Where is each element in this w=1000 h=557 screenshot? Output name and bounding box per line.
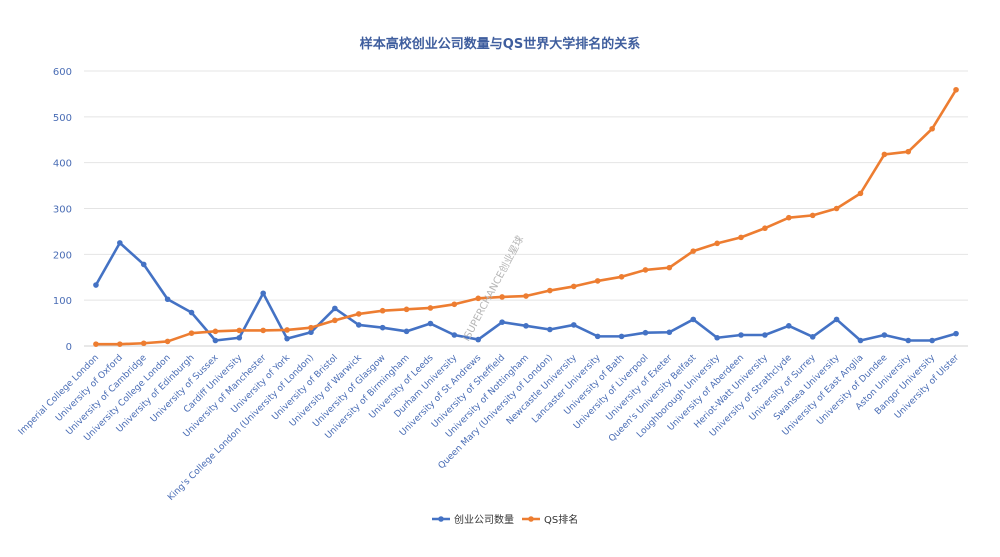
data-point bbox=[953, 86, 959, 93]
data-point bbox=[523, 293, 529, 299]
data-point bbox=[690, 248, 697, 254]
data-point bbox=[427, 320, 434, 327]
data-point bbox=[714, 334, 720, 341]
legend-marker bbox=[528, 516, 534, 522]
data-point bbox=[642, 267, 649, 273]
data-point bbox=[308, 329, 314, 336]
data-point bbox=[809, 212, 816, 219]
data-point bbox=[236, 327, 243, 334]
data-point bbox=[881, 151, 888, 158]
data-point bbox=[833, 316, 840, 323]
series-lines bbox=[93, 86, 959, 347]
data-point bbox=[905, 148, 912, 155]
data-point bbox=[475, 336, 482, 343]
data-point bbox=[857, 337, 864, 344]
data-point bbox=[547, 326, 553, 333]
chart-title: 样本高校创业公司数量与QS世界大学排名的关系 bbox=[360, 36, 640, 52]
data-point bbox=[379, 307, 386, 314]
data-point bbox=[953, 330, 959, 337]
data-point bbox=[905, 337, 912, 344]
data-point bbox=[260, 290, 266, 297]
legend-item: QS排名 bbox=[522, 513, 578, 526]
data-point bbox=[379, 324, 386, 331]
data-point bbox=[714, 240, 720, 247]
data-point bbox=[499, 294, 505, 300]
data-point bbox=[188, 309, 195, 316]
data-point bbox=[403, 328, 410, 335]
data-point bbox=[93, 282, 99, 288]
grid-lines bbox=[84, 70, 968, 347]
legend-label: QS排名 bbox=[544, 513, 578, 526]
data-point bbox=[833, 205, 840, 212]
data-point bbox=[332, 317, 338, 324]
legend-marker bbox=[438, 516, 444, 522]
data-point bbox=[355, 322, 362, 328]
data-point bbox=[666, 264, 673, 271]
data-point bbox=[570, 283, 577, 290]
y-tick-label: 300 bbox=[53, 205, 72, 216]
data-point bbox=[547, 287, 553, 294]
data-point bbox=[451, 332, 458, 338]
data-point bbox=[570, 322, 577, 328]
data-point bbox=[284, 327, 290, 333]
data-point bbox=[475, 295, 482, 302]
series-group bbox=[93, 86, 959, 347]
data-point bbox=[738, 332, 744, 338]
data-point bbox=[738, 234, 744, 241]
data-point bbox=[881, 332, 888, 338]
data-point bbox=[451, 301, 458, 308]
data-point bbox=[93, 341, 99, 347]
y-axis-ticks: 0 100 200 300 400 500 600 bbox=[53, 67, 72, 353]
y-tick-label: 400 bbox=[53, 159, 72, 170]
data-point bbox=[212, 337, 219, 344]
data-point bbox=[140, 340, 147, 347]
y-tick-label: 500 bbox=[53, 113, 72, 124]
legend: 创业公司数量 QS排名 bbox=[432, 513, 578, 526]
data-point bbox=[618, 273, 625, 280]
series-group bbox=[93, 240, 959, 344]
data-point bbox=[809, 334, 816, 340]
series-line bbox=[94, 88, 958, 346]
y-tick-label: 0 bbox=[66, 342, 72, 353]
legend-item: 创业公司数量 bbox=[432, 513, 514, 526]
y-tick-label: 200 bbox=[53, 250, 72, 261]
data-point bbox=[690, 316, 697, 323]
data-point bbox=[403, 306, 410, 313]
data-point bbox=[212, 328, 219, 335]
data-point bbox=[236, 334, 243, 341]
data-point bbox=[499, 319, 505, 325]
data-point bbox=[762, 332, 768, 338]
data-point bbox=[117, 341, 123, 347]
data-point bbox=[188, 330, 195, 336]
data-point bbox=[117, 240, 123, 246]
data-point bbox=[762, 225, 768, 232]
data-point bbox=[929, 125, 935, 132]
y-tick-label: 100 bbox=[53, 296, 72, 307]
data-point bbox=[594, 278, 601, 284]
y-tick-label: 600 bbox=[53, 67, 72, 78]
data-point bbox=[786, 214, 792, 221]
data-point bbox=[140, 261, 147, 268]
watermark-text: ISUPERCHANCE创业星球 bbox=[460, 233, 527, 343]
legend-label: 创业公司数量 bbox=[454, 513, 514, 526]
data-point bbox=[618, 333, 625, 340]
data-point bbox=[666, 329, 673, 336]
data-point bbox=[929, 337, 935, 344]
data-point bbox=[594, 333, 601, 340]
data-point bbox=[427, 305, 434, 311]
data-point bbox=[260, 327, 266, 334]
data-point bbox=[355, 311, 362, 317]
data-point bbox=[332, 305, 338, 312]
data-point bbox=[523, 323, 529, 329]
data-point bbox=[642, 329, 649, 336]
data-point bbox=[308, 324, 314, 331]
data-point bbox=[164, 296, 171, 303]
data-point bbox=[284, 335, 290, 342]
data-point bbox=[164, 338, 171, 345]
data-point bbox=[786, 323, 792, 329]
data-point bbox=[857, 190, 864, 197]
